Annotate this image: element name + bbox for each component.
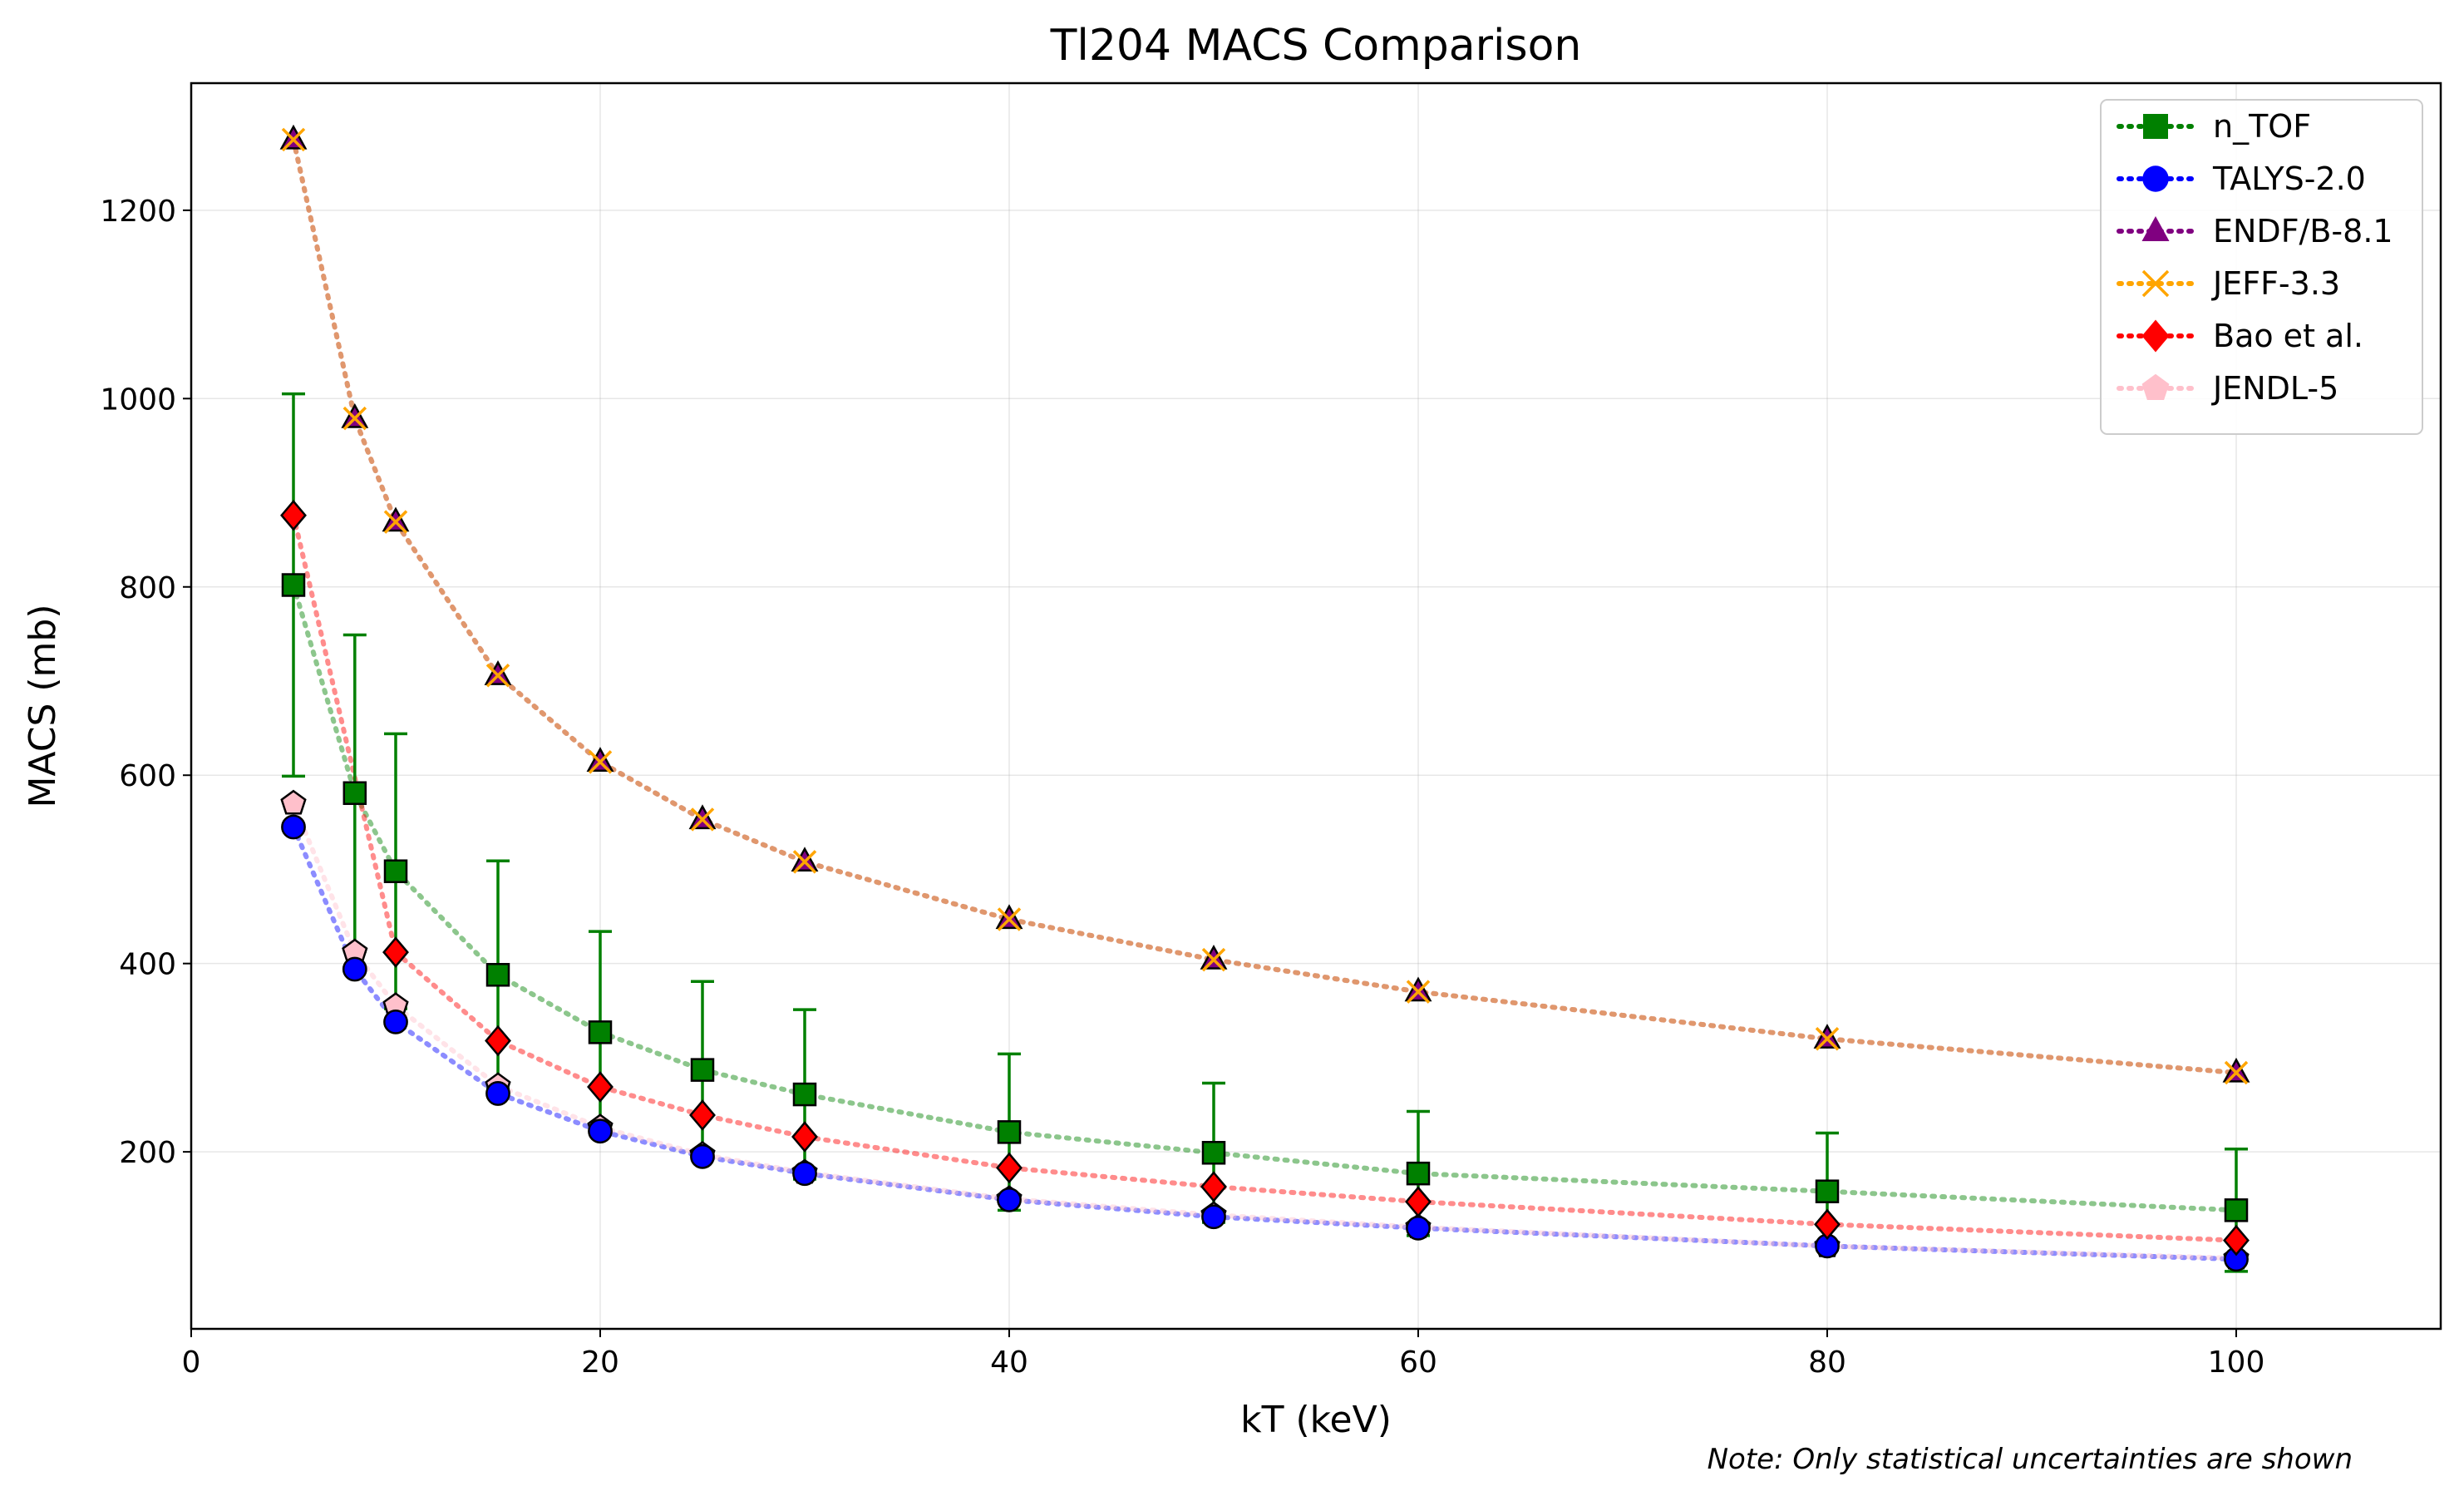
data-point-circle xyxy=(1201,1204,1226,1230)
x-tick-label: 20 xyxy=(581,1345,619,1380)
data-point-x xyxy=(997,907,1022,931)
legend-marker-pentagon xyxy=(2141,373,2170,400)
y-tick-label: 200 xyxy=(119,1136,176,1170)
data-point-triangle xyxy=(995,904,1023,930)
data-point-square xyxy=(1201,1141,1226,1165)
data-point-square xyxy=(342,781,367,805)
data-point-circle xyxy=(997,1187,1022,1212)
x-tick-label: 100 xyxy=(2208,1345,2265,1380)
data-point-square xyxy=(997,1120,1022,1144)
data-point-square xyxy=(1406,1161,1431,1186)
data-point-x xyxy=(1406,980,1431,1004)
data-point-x xyxy=(792,850,817,874)
legend-box xyxy=(2100,99,2423,435)
data-point-square xyxy=(2224,1198,2249,1222)
data-point-circle xyxy=(690,1143,715,1169)
data-point-diamond xyxy=(280,499,307,531)
data-point-x xyxy=(485,663,510,688)
legend-marker-triangle xyxy=(2141,216,2170,241)
axis-ticks: 0 20 40 60 80 100 200 400 600 800 1000 1200 xyxy=(100,195,2264,1380)
data-point-x xyxy=(1815,1027,1840,1051)
legend-marker-x xyxy=(2141,269,2170,298)
data-point-circle xyxy=(281,814,306,840)
data-point-x xyxy=(342,406,367,431)
data-point-square xyxy=(588,1020,613,1044)
legend-marker-diamond xyxy=(2141,319,2170,353)
data-point-diamond xyxy=(485,1025,511,1057)
data-markers xyxy=(279,124,2250,1272)
data-point-diamond xyxy=(382,936,409,968)
data-point-diamond xyxy=(1200,1171,1227,1202)
data-point-square xyxy=(690,1058,715,1082)
legend-marker-circle xyxy=(2142,165,2169,192)
data-point-square xyxy=(792,1082,817,1107)
data-point-diamond xyxy=(791,1121,818,1153)
data-point-triangle xyxy=(484,660,512,685)
legend-label: Bao et al. xyxy=(2213,318,2363,354)
legend-label: JEFF-3.3 xyxy=(2211,265,2340,302)
data-point-x xyxy=(690,807,715,832)
data-point-x xyxy=(1201,947,1226,972)
x-tick-label: 80 xyxy=(1808,1345,1846,1380)
y-tick-label: 800 xyxy=(119,571,176,605)
data-point-x xyxy=(383,510,408,534)
data-point-circle xyxy=(1406,1215,1431,1241)
series-line-2 xyxy=(291,136,2239,1075)
data-point-circle xyxy=(792,1161,817,1187)
data-point-diamond xyxy=(1814,1208,1841,1241)
series-curves xyxy=(291,136,2239,1262)
data-point-triangle xyxy=(2222,1057,2250,1083)
data-point-triangle xyxy=(1404,976,1432,1002)
data-point-x xyxy=(281,127,306,152)
data-point-x xyxy=(2224,1060,2249,1085)
data-point-square xyxy=(485,963,510,987)
data-point-square xyxy=(1815,1179,1840,1203)
y-axis-label: MACS (mb) xyxy=(22,604,64,807)
data-point-square xyxy=(281,573,306,597)
x-axis-label: kT (keV) xyxy=(1240,1399,1392,1441)
data-point-circle xyxy=(383,1009,408,1034)
data-point-diamond xyxy=(587,1071,614,1103)
data-point-circle xyxy=(588,1118,613,1144)
legend-label: ENDF/B-8.1 xyxy=(2213,213,2393,249)
data-point-triangle xyxy=(382,506,410,532)
legend-label: JENDL-5 xyxy=(2211,370,2338,407)
data-point-triangle xyxy=(1813,1024,1841,1049)
legend-label: TALYS-2.0 xyxy=(2212,160,2366,197)
y-tick-label: 1200 xyxy=(100,195,176,229)
series-line-3 xyxy=(291,136,2239,1075)
series-line-0 xyxy=(291,582,2239,1213)
legend: n_TOF TALYS-2.0 ENDF/B-8.1 JEFF-3.3 Bao et a… xyxy=(2100,99,2423,435)
data-point-pentagon xyxy=(280,789,307,815)
data-point-diamond xyxy=(1405,1186,1432,1217)
data-point-diamond xyxy=(996,1152,1023,1184)
y-tick-label: 1000 xyxy=(100,383,176,417)
data-point-triangle xyxy=(791,847,819,872)
data-point-triangle xyxy=(341,402,369,428)
footnote: Note: Only statistical uncertainties are… xyxy=(1708,1443,2353,1476)
data-point-circle xyxy=(342,956,367,982)
data-point-x xyxy=(588,750,613,774)
data-point-square xyxy=(383,859,408,883)
legend-label: n_TOF xyxy=(2213,108,2311,145)
data-point-circle xyxy=(485,1081,510,1106)
y-tick-label: 600 xyxy=(119,759,176,793)
x-tick-label: 40 xyxy=(990,1345,1028,1380)
series-line-5 xyxy=(291,801,2239,1262)
plot-frame xyxy=(190,81,2442,1331)
data-point-triangle xyxy=(688,804,717,830)
plot-area xyxy=(191,83,2441,1329)
x-tick-label: 0 xyxy=(182,1345,201,1380)
data-point-triangle xyxy=(1200,944,1228,970)
chart-title: Tl204 MACS Comparison xyxy=(1050,21,1582,71)
data-point-diamond xyxy=(689,1099,716,1131)
data-point-triangle xyxy=(586,747,614,773)
data-point-triangle xyxy=(279,124,308,150)
legend-marker-square xyxy=(2143,114,2168,139)
x-tick-label: 60 xyxy=(1399,1345,1437,1380)
y-tick-label: 400 xyxy=(119,948,176,982)
data-point-diamond xyxy=(2223,1224,2250,1257)
